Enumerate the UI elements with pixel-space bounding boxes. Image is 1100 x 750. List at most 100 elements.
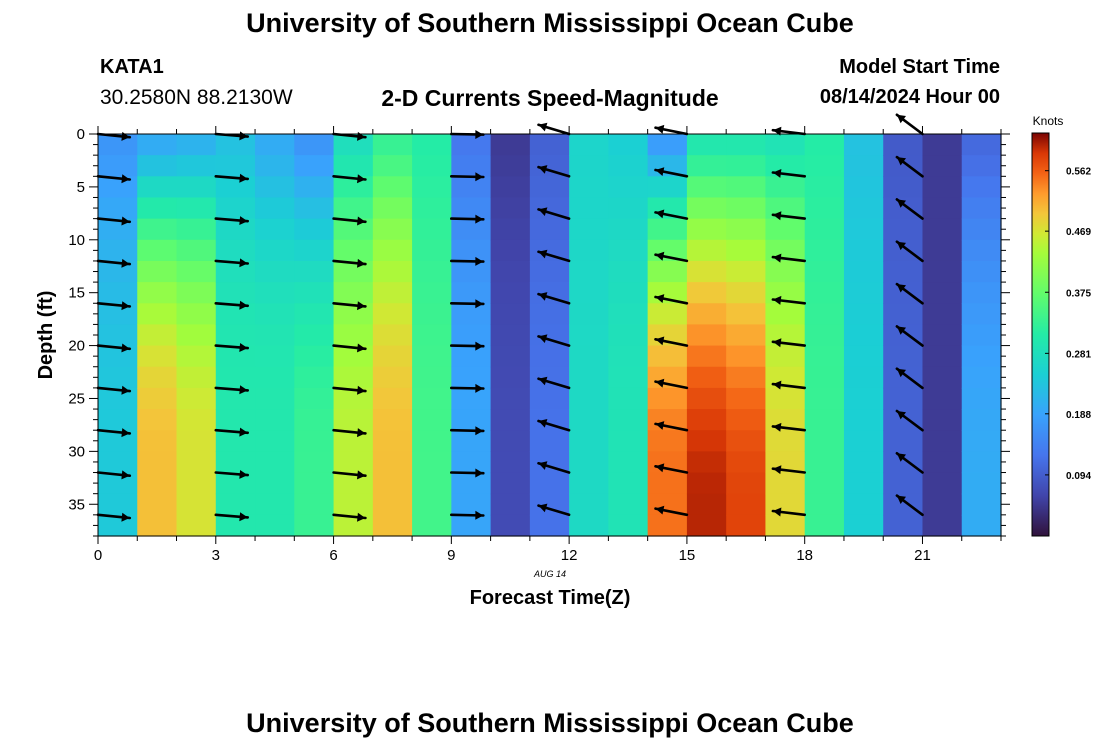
heatmap-cell <box>98 409 138 431</box>
heatmap-cell <box>294 345 335 368</box>
heatmap-cell <box>726 324 767 347</box>
heatmap-cell <box>412 197 452 220</box>
vector-arrowhead <box>121 385 130 395</box>
heatmap-cell <box>961 366 1002 389</box>
heatmap-cell <box>804 197 845 220</box>
heatmap-cell <box>922 260 963 283</box>
heatmap-cell <box>294 472 335 495</box>
colorbar-ticks: 0.562 0.469 0.375 0.281 0.188 0.094 <box>1045 167 1091 482</box>
heatmap-cell <box>569 409 609 431</box>
vector-arrowhead <box>475 172 484 182</box>
heatmap-cell <box>726 409 767 431</box>
y-tick-label: 25 <box>68 390 85 407</box>
heatmap-cell <box>726 472 767 495</box>
heatmap-cell <box>490 451 531 474</box>
heatmap-cell <box>647 176 688 199</box>
heatmap-cell <box>176 303 217 326</box>
heatmap-cell <box>412 155 452 177</box>
heatmap-cell <box>529 493 570 516</box>
heatmap-cell <box>412 303 452 326</box>
heatmap-cell <box>608 345 649 368</box>
heatmap-cell <box>412 218 452 241</box>
model-start-label: Model Start Time <box>839 56 1000 78</box>
heatmap-cell <box>804 134 845 156</box>
heatmap-cell <box>529 260 570 283</box>
vector-arrowhead <box>121 428 130 438</box>
y-tick-label: 30 <box>68 443 85 460</box>
x-tick-label: 0 <box>94 547 102 564</box>
heatmap-cell <box>608 451 649 474</box>
heatmap-cell <box>883 472 924 495</box>
colorbar-tick-label: 0.562 <box>1066 167 1091 178</box>
heatmap-cell <box>451 345 492 368</box>
colorbar-tick-label: 0.281 <box>1066 349 1091 360</box>
heatmap-cell <box>529 345 570 368</box>
heatmap-cell <box>451 514 492 537</box>
heatmap-cell <box>647 218 688 241</box>
heatmap-cell <box>98 324 138 347</box>
heatmap-cell <box>804 409 845 431</box>
vector-arrowhead <box>239 173 248 183</box>
heatmap-cell <box>451 472 492 495</box>
heatmap-cell <box>883 387 924 410</box>
vector-arrowhead <box>772 253 782 263</box>
heatmap-cell <box>804 155 845 177</box>
heatmap-cell <box>647 260 688 283</box>
heatmap-cell <box>922 155 963 177</box>
heatmap-cell <box>255 345 295 368</box>
heatmap-cell <box>294 387 335 410</box>
heatmap-cell <box>608 493 649 516</box>
heatmap-cell <box>372 176 413 199</box>
heatmap-cell <box>804 282 845 304</box>
heatmap-cell <box>686 451 727 474</box>
heatmap-cell <box>569 260 609 283</box>
heatmap-cell <box>804 303 845 326</box>
vector-arrowhead <box>896 157 906 166</box>
heatmap-cell <box>883 366 924 389</box>
heatmap-cell <box>804 366 845 389</box>
heatmap-cell <box>294 324 335 347</box>
vector-arrowhead <box>538 207 548 216</box>
heatmap-cell <box>176 366 217 389</box>
vector-arrowhead <box>357 216 366 226</box>
heatmap-cell <box>412 451 452 474</box>
colorbar-label: Knots <box>1033 114 1064 128</box>
vector-arrowhead <box>655 167 665 176</box>
heatmap-cell <box>647 430 688 452</box>
heatmap-cell <box>529 303 570 326</box>
heatmap-cell <box>255 260 295 283</box>
heatmap-cell <box>765 387 806 410</box>
heatmap-cell <box>843 282 884 304</box>
heatmap-cell <box>490 472 531 495</box>
heatmap-cell <box>961 345 1002 368</box>
vector-arrowhead <box>357 258 366 268</box>
heatmap-cell <box>686 387 727 410</box>
heatmap-cell <box>686 345 727 368</box>
heatmap-cell <box>255 239 295 262</box>
heatmap-cell <box>529 239 570 262</box>
heatmap-cell <box>569 493 609 516</box>
heatmap-cell <box>294 260 335 283</box>
vector-arrowhead <box>239 216 248 225</box>
heatmap-cell <box>765 303 806 326</box>
heatmap-cell <box>333 324 374 347</box>
heatmap-cell <box>883 260 924 283</box>
heatmap-cell <box>137 493 178 516</box>
heatmap-cell <box>215 197 256 220</box>
heatmap-cell <box>608 176 649 199</box>
heatmap-cell <box>608 260 649 283</box>
heatmap-cell <box>451 134 492 156</box>
heatmap-cell <box>529 409 570 431</box>
heatmap-cell <box>961 155 1002 177</box>
current-vectors <box>96 113 924 522</box>
vector-arrowhead <box>655 378 665 388</box>
vector-arrowhead <box>475 510 484 520</box>
vector-arrowhead <box>239 343 248 352</box>
heatmap-cell <box>765 409 806 431</box>
heatmap-cell <box>451 387 492 410</box>
heatmap-cell <box>922 493 963 516</box>
heatmap-cell <box>490 260 531 283</box>
heatmap-cell <box>529 282 570 304</box>
heatmap-cell <box>294 430 335 452</box>
heatmap-cell <box>451 430 492 452</box>
